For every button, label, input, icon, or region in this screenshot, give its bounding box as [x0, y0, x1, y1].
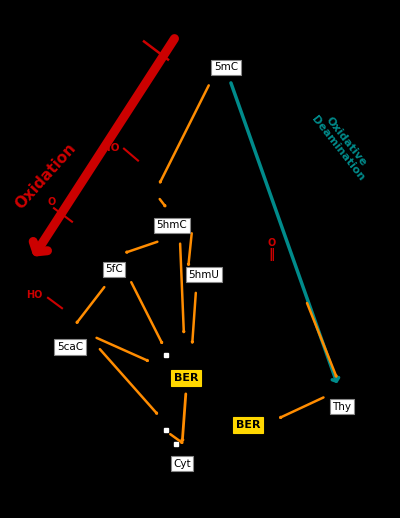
Text: O: O — [268, 238, 276, 249]
Text: HO: HO — [102, 142, 120, 153]
Text: 5mC: 5mC — [214, 62, 238, 73]
Text: 5fC: 5fC — [105, 264, 123, 275]
Text: Cyt: Cyt — [173, 458, 191, 469]
Text: O: O — [48, 197, 56, 207]
Text: BER: BER — [236, 420, 260, 430]
Text: Oxidation: Oxidation — [13, 140, 79, 212]
Text: ‖: ‖ — [269, 248, 275, 262]
Text: HO: HO — [26, 290, 42, 300]
Text: BER: BER — [174, 373, 198, 383]
Text: 5caC: 5caC — [57, 342, 83, 352]
Text: 5hmU: 5hmU — [188, 269, 220, 280]
Text: Oxidative
Deamination: Oxidative Deamination — [309, 107, 375, 183]
Text: 5hmC: 5hmC — [157, 220, 187, 231]
Text: Thy: Thy — [332, 401, 352, 412]
